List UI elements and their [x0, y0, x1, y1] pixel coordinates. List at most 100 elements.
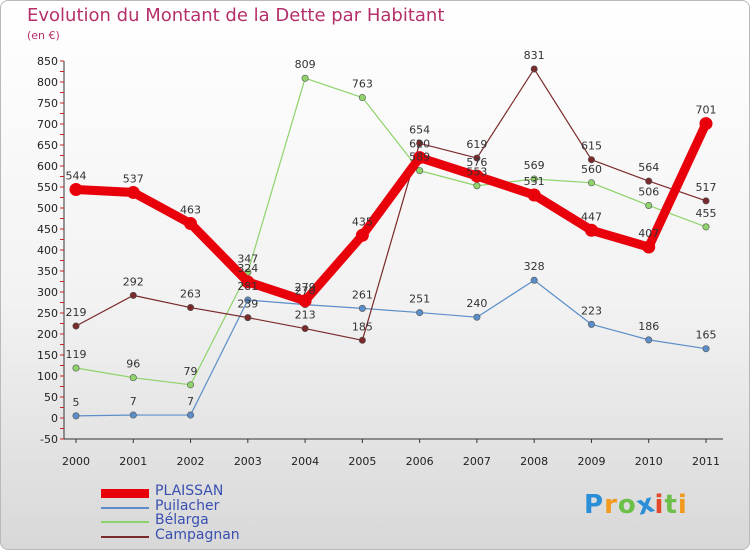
series-line-bélarga — [75, 77, 707, 386]
data-point — [530, 175, 538, 183]
data-label: 240 — [466, 297, 487, 310]
data-point — [470, 169, 484, 183]
series-line-campagnan — [75, 68, 707, 341]
data-point — [129, 291, 137, 299]
y-tick-label: 600 — [37, 160, 58, 173]
y-tick-label: 650 — [37, 139, 58, 152]
legend-label: Campagnan — [155, 526, 240, 543]
data-label: 435 — [352, 215, 373, 228]
data-point — [416, 309, 424, 317]
data-point — [358, 304, 366, 312]
x-tick-label: 2008 — [520, 455, 548, 468]
data-label: 831 — [524, 49, 545, 62]
legend-swatch — [101, 506, 149, 509]
data-point — [244, 314, 252, 322]
data-point — [702, 223, 710, 231]
x-tick-label: 2005 — [348, 455, 376, 468]
data-label: 763 — [352, 78, 373, 91]
data-point — [473, 182, 481, 190]
y-tick-label: 850 — [37, 55, 58, 68]
legend-label: Puilacher — [155, 497, 220, 514]
logo-letter: o — [617, 490, 637, 520]
data-label: 701 — [696, 104, 717, 117]
y-tick-label: 300 — [37, 286, 58, 299]
x-tick-label: 2002 — [177, 455, 205, 468]
data-label: 96 — [126, 358, 140, 371]
data-label: 347 — [237, 252, 258, 265]
data-point — [129, 374, 137, 382]
y-tick-label: 750 — [37, 97, 58, 110]
data-label: 119 — [66, 348, 87, 361]
legend-label: PLAISSAN — [155, 483, 224, 499]
series-line-puilacher — [75, 279, 707, 417]
data-label: 407 — [638, 227, 659, 240]
logo-letter: i — [654, 490, 665, 520]
data-point — [241, 275, 255, 289]
y-tick-label: 150 — [37, 349, 58, 362]
y-tick-label: 450 — [37, 223, 58, 236]
data-point — [126, 185, 140, 199]
data-label: 185 — [352, 320, 373, 333]
y-tick-label: 100 — [37, 370, 58, 383]
data-label: 531 — [524, 175, 545, 188]
data-point — [187, 381, 195, 389]
data-point — [187, 304, 195, 312]
x-tick-label: 2003 — [234, 455, 262, 468]
data-point — [473, 313, 481, 321]
data-label: 447 — [581, 210, 602, 223]
data-point — [473, 154, 481, 162]
data-label: 615 — [581, 140, 602, 153]
data-label: 251 — [409, 293, 430, 306]
data-label: 263 — [180, 288, 201, 301]
data-point — [301, 325, 309, 333]
data-label: 654 — [409, 123, 430, 136]
data-point — [530, 65, 538, 73]
data-point — [699, 117, 713, 131]
data-point — [645, 177, 653, 185]
data-point — [530, 276, 538, 284]
data-label: 463 — [180, 204, 201, 217]
data-label: 553 — [466, 166, 487, 179]
data-label: 537 — [123, 172, 144, 185]
data-point — [184, 217, 198, 231]
data-label: 517 — [696, 181, 717, 194]
y-tick-label: 550 — [37, 181, 58, 194]
data-label: 506 — [638, 185, 659, 198]
data-label: 165 — [696, 329, 717, 342]
data-point — [298, 294, 312, 308]
data-label: 186 — [638, 320, 659, 333]
legend-swatch — [101, 489, 149, 498]
x-tick-label: 2009 — [577, 455, 605, 468]
data-label: 328 — [524, 260, 545, 273]
data-label: 279 — [295, 281, 316, 294]
data-label: 239 — [237, 298, 258, 311]
y-tick-label: 400 — [37, 244, 58, 257]
data-point — [413, 151, 427, 165]
x-tick-label: 2004 — [291, 455, 319, 468]
data-label: 809 — [295, 58, 316, 71]
data-point — [244, 296, 252, 304]
y-tick-label: 700 — [37, 118, 58, 131]
proxiti-logo: Proxiti — [584, 488, 688, 522]
data-label: 281 — [237, 280, 258, 293]
legend-swatch — [101, 521, 149, 523]
data-label: 213 — [295, 309, 316, 322]
data-point — [527, 188, 541, 202]
data-label: 324 — [237, 262, 258, 275]
data-label: 455 — [696, 207, 717, 220]
data-label: 223 — [581, 304, 602, 317]
data-point — [416, 167, 424, 175]
data-label: 620 — [409, 138, 430, 151]
data-label: 564 — [638, 161, 659, 174]
data-label: 292 — [123, 275, 144, 288]
data-label: 569 — [524, 159, 545, 172]
y-tick-label: -50 — [40, 433, 58, 446]
x-tick-label: 2011 — [692, 455, 720, 468]
y-tick-label: 800 — [37, 76, 58, 89]
chart-subtitle: (en €) — [27, 29, 60, 42]
legend-swatch — [101, 535, 149, 538]
y-tick-label: 500 — [37, 202, 58, 215]
y-tick-label: 200 — [37, 328, 58, 341]
data-point — [72, 364, 80, 372]
